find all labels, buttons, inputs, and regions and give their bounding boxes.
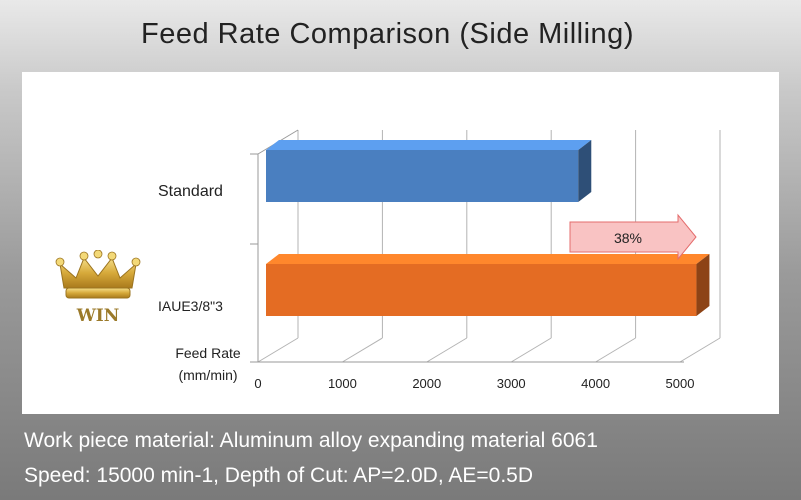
improvement-label: 38%	[614, 230, 642, 246]
bar-side-face	[696, 254, 710, 316]
page-title: Feed Rate Comparison (Side Milling)	[141, 18, 634, 50]
x-tick-label: 4000	[581, 376, 610, 391]
gridline-floor	[426, 337, 468, 363]
material-info: Work piece material: Aluminum alloy expa…	[24, 429, 598, 452]
bar-top-face	[266, 254, 710, 264]
gridline-floor	[342, 337, 383, 363]
improvement-arrow	[569, 213, 697, 261]
x-axis-title-line1: Feed Rate	[175, 345, 241, 361]
bar	[266, 150, 579, 202]
gridline-floor	[510, 337, 552, 363]
gridline-floor	[595, 337, 636, 363]
x-axis-title-line2: (mm/min)	[178, 367, 237, 383]
crown-icon	[55, 250, 141, 299]
win-badge-label: WIN	[76, 306, 120, 326]
gridline-floor	[257, 337, 299, 363]
x-tick-label: 3000	[497, 376, 526, 391]
x-tick-label: 5000	[666, 376, 695, 391]
cutting-conditions-info: Speed: 15000 min-1, Depth of Cut: AP=2.0…	[24, 464, 533, 487]
chart-panel: 0 1000 2000 3000 4000 5000 Feed Rate (mm/min) St…	[22, 72, 779, 414]
x-tick-label: 1000	[328, 376, 357, 391]
category-label: Standard	[158, 183, 223, 200]
x-tick-label: 2000	[412, 376, 441, 391]
gridline-floor	[679, 337, 721, 363]
bar	[266, 264, 697, 316]
x-tick-label: 0	[254, 376, 261, 391]
category-label: IAUE3/8"3	[158, 298, 223, 314]
feed-rate-chart: 0 1000 2000 3000 4000 5000 Feed Rate (mm/min) St…	[158, 129, 721, 391]
bar-side-face	[578, 140, 592, 202]
bar-top-face	[266, 140, 592, 150]
